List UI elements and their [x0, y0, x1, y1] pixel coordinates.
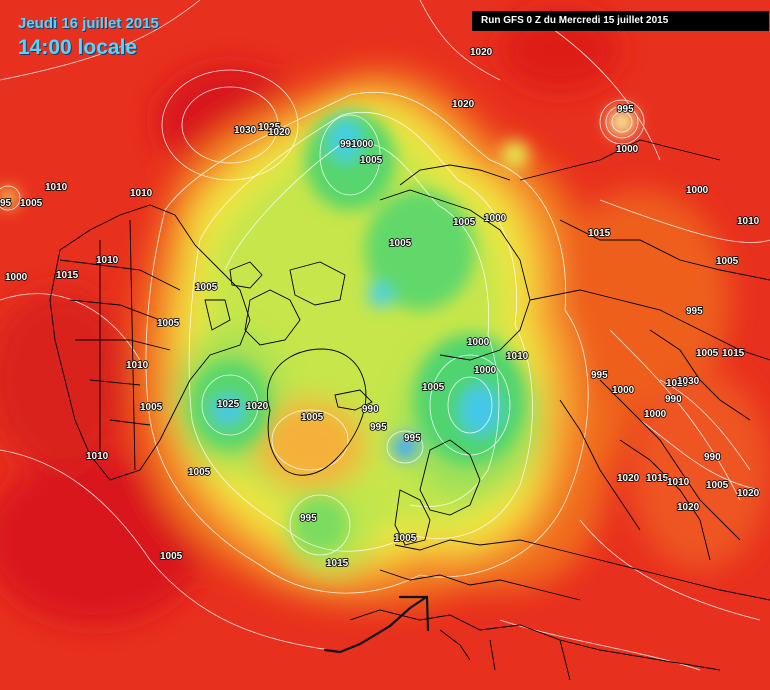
- forecast-time: 14:00 locale: [18, 36, 138, 59]
- isobar-label: 1005: [716, 256, 739, 267]
- isobar-label: 1005: [140, 402, 163, 413]
- isobar-label: 1000: [644, 409, 667, 420]
- isobar-label: 995: [591, 370, 608, 381]
- isobar-label: 1000: [686, 185, 709, 196]
- isobar-label: 1025: [258, 122, 281, 133]
- isobar-label: 1010: [737, 216, 760, 227]
- isobar-label: 1005: [706, 480, 729, 491]
- isobar-label: 1010: [667, 477, 690, 488]
- isobar-label: 1020: [666, 378, 689, 389]
- isobar-label: 1000: [5, 272, 28, 283]
- isobar-label: 1020: [617, 473, 640, 484]
- isobar-label: 1025: [217, 399, 240, 410]
- isobar-label: 1005: [157, 318, 180, 329]
- isobar-lines: [0, 0, 770, 671]
- isobar-label: 995: [404, 433, 421, 444]
- coastlines: [49, 139, 770, 681]
- isobar-label: 1010: [96, 255, 119, 266]
- isobar-label: 1005: [20, 198, 43, 209]
- isobar-label: 1020: [452, 99, 475, 110]
- isobar-label: 995: [300, 513, 317, 524]
- isobar-label: 1015: [326, 558, 349, 569]
- isobar-label: 1015: [588, 228, 611, 239]
- isobar-label: 1020: [737, 488, 760, 499]
- isobar-label: 95: [0, 198, 12, 209]
- isobar-label: 991000: [340, 139, 374, 150]
- isobar-label: 1020: [246, 401, 269, 412]
- isobar-label: 1015: [56, 270, 79, 281]
- isobar-label: 1015: [722, 348, 745, 359]
- isobar-label: 1010: [126, 360, 149, 371]
- isobar-label: 995: [686, 306, 703, 317]
- isobar-label: 1005: [394, 533, 417, 544]
- isobar-label: 1020: [677, 502, 700, 513]
- isobar-label: 1020: [470, 47, 493, 58]
- isobar-label: 1005: [188, 467, 211, 478]
- isobar-label: 1005: [389, 238, 412, 249]
- isobar-label: 995: [617, 104, 634, 115]
- annotation-arrow: [323, 595, 430, 654]
- isobar-label: 1010: [130, 188, 153, 199]
- isobar-label: 1020: [268, 127, 291, 138]
- isobar-label: 1010: [45, 182, 68, 193]
- isobar-label: 990: [665, 394, 682, 405]
- isobar-label: 995: [370, 422, 387, 433]
- isobar-label: 990: [362, 404, 379, 415]
- isobar-label: 1010: [86, 451, 109, 462]
- isobar-label: 1000: [616, 144, 639, 155]
- isobar-label: 1030: [677, 376, 700, 387]
- isobar-label: 990: [704, 452, 721, 463]
- isobar-label: 1030: [234, 125, 257, 136]
- isobar-label: 1005: [696, 348, 719, 359]
- isobar-label: 1000: [612, 385, 635, 396]
- isobar-label: 1000: [467, 337, 490, 348]
- isobar-label: 1005: [422, 382, 445, 393]
- isobar-label: 1005: [301, 412, 324, 423]
- isobar-label: 1000: [474, 365, 497, 376]
- model-run-label: Run GFS 0 Z du Mercredi 15 juillet 2015: [472, 11, 769, 31]
- isobar-label: 1005: [453, 217, 476, 228]
- isobar-label: 1005: [160, 551, 183, 562]
- isobar-label: 1000: [484, 213, 507, 224]
- isobar-label: 1010: [506, 351, 529, 362]
- forecast-date: Jeudi 16 juillet 2015: [18, 15, 159, 32]
- isobar-label: 1005: [360, 155, 383, 166]
- isobar-label: 1005: [195, 282, 218, 293]
- isobar-label: 1015: [646, 473, 669, 484]
